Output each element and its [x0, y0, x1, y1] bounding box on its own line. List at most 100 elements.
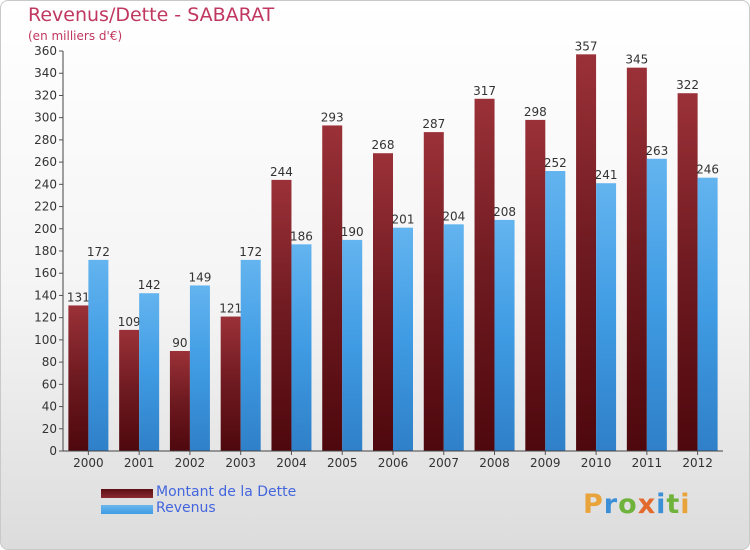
legend-swatch-revenus: [101, 505, 153, 514]
y-tick-label: 220: [34, 200, 57, 214]
data-label-dette: 287: [422, 117, 445, 131]
data-label-revenus: 201: [392, 213, 415, 227]
data-label-revenus: 149: [188, 270, 211, 284]
x-tick-label: 2004: [276, 456, 307, 470]
x-tick-label: 2009: [530, 456, 561, 470]
bar-dette: [525, 119, 546, 451]
logo-letter: P: [583, 489, 604, 520]
bar-dette: [423, 132, 444, 451]
y-tick-label: 20: [42, 422, 57, 436]
bar-dette: [626, 67, 647, 452]
x-tick-label: 2007: [428, 456, 459, 470]
bar-revenus: [697, 177, 718, 451]
bar-revenus: [596, 183, 617, 451]
logo-letter: i: [680, 489, 691, 520]
data-label-revenus: 142: [138, 278, 161, 292]
y-tick-label: 60: [42, 377, 57, 391]
logo-letter: r: [603, 489, 619, 520]
bar-revenus: [545, 171, 566, 451]
chart-title: Revenus/Dette - SABARAT: [28, 4, 275, 26]
data-label-revenus: 241: [595, 168, 618, 182]
bar-revenus: [291, 244, 312, 451]
data-label-revenus: 172: [87, 245, 110, 259]
data-label-revenus: 190: [341, 225, 364, 239]
bar-revenus: [342, 239, 363, 451]
y-tick-label: 120: [34, 311, 57, 325]
x-tick-label: 2012: [682, 456, 713, 470]
y-tick-label: 140: [34, 288, 57, 302]
y-tick-label: 180: [34, 244, 57, 258]
data-label-dette: 90: [172, 336, 187, 350]
bar-revenus: [139, 293, 160, 451]
x-tick-label: 2001: [124, 456, 155, 470]
x-tick-label: 2003: [225, 456, 256, 470]
bar-revenus: [189, 285, 210, 451]
data-label-dette: 109: [118, 315, 141, 329]
bar-dette: [474, 98, 495, 452]
bar-revenus: [393, 227, 413, 451]
data-label-dette: 131: [67, 290, 90, 304]
data-label-dette: 357: [575, 39, 598, 53]
y-tick-label: 240: [34, 177, 57, 191]
logo-letter: t: [666, 489, 681, 520]
y-tick-label: 340: [34, 66, 57, 80]
x-tick-label: 2006: [378, 456, 409, 470]
data-label-revenus: 246: [696, 163, 719, 177]
bar-dette: [322, 125, 343, 451]
chart-subtitle: (en milliers d'€): [28, 29, 123, 43]
x-tick-label: 2000: [73, 456, 104, 470]
x-tick-label: 2005: [327, 456, 358, 470]
data-label-dette: 322: [676, 78, 699, 92]
bar-dette: [119, 329, 140, 451]
y-tick-label: 100: [34, 333, 57, 347]
data-label-dette: 268: [372, 138, 395, 152]
y-tick-label: 160: [34, 266, 57, 280]
y-tick-label: 0: [49, 444, 57, 458]
bar-dette: [576, 54, 597, 451]
x-tick-label: 2002: [175, 456, 206, 470]
y-tick-label: 260: [34, 155, 57, 169]
data-label-revenus: 208: [493, 205, 516, 219]
data-label-dette: 317: [473, 84, 496, 98]
y-tick-label: 80: [42, 355, 57, 369]
y-tick-label: 300: [34, 111, 57, 125]
legend-label-revenus: Revenus: [156, 500, 216, 516]
y-tick-label: 360: [34, 44, 57, 58]
data-label-revenus: 204: [442, 209, 465, 223]
y-tick-label: 320: [34, 88, 57, 102]
y-tick-label: 40: [42, 400, 57, 414]
bar-dette: [373, 153, 393, 451]
bar-revenus: [240, 259, 261, 451]
logo-letter: i: [656, 489, 667, 520]
x-tick-label: 2008: [479, 456, 510, 470]
data-label-revenus: 263: [645, 144, 668, 158]
bar-dette: [677, 93, 698, 451]
logo-letter: o: [618, 489, 638, 520]
proxiti-logo: Proxiti: [583, 489, 691, 520]
data-label-dette: 345: [625, 53, 648, 67]
data-label-dette: 298: [524, 105, 547, 119]
data-label-revenus: 186: [290, 229, 313, 243]
bar-dette: [169, 351, 190, 451]
bar-dette: [271, 179, 292, 451]
bar-revenus: [443, 224, 464, 451]
bar-dette: [68, 305, 89, 451]
y-tick-label: 280: [34, 133, 57, 147]
legend-swatch-dette: [101, 489, 153, 498]
data-label-dette: 293: [321, 110, 344, 124]
y-tick-label: 200: [34, 222, 57, 236]
legend-label-dette: Montant de la Dette: [156, 484, 297, 500]
bar-dette: [220, 316, 241, 451]
data-label-dette: 121: [219, 302, 242, 316]
logo-letter: x: [637, 489, 657, 520]
bar-revenus: [646, 158, 667, 451]
x-tick-label: 2010: [581, 456, 612, 470]
bar-revenus: [494, 219, 515, 451]
x-tick-label: 2011: [632, 456, 663, 470]
bar-revenus: [88, 259, 109, 451]
data-label-revenus: 172: [239, 245, 262, 259]
data-label-revenus: 252: [544, 156, 567, 170]
data-label-dette: 244: [270, 165, 293, 179]
